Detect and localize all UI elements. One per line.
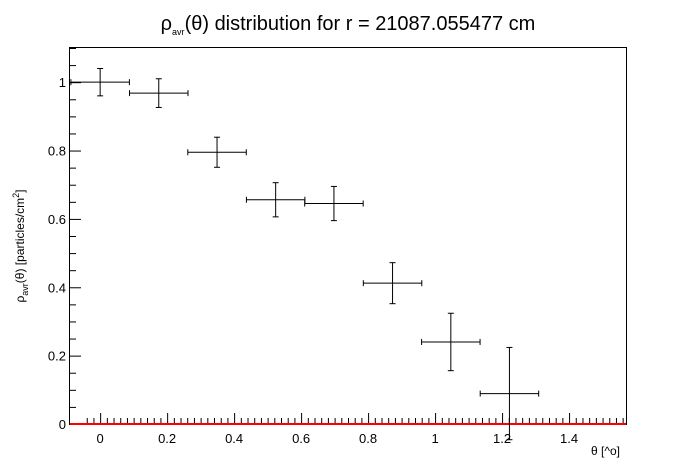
chart-title: ρavr(θ) distribution for r = 21087.05547… [161,13,536,37]
x-axis-label: θ [^o] [591,444,620,458]
x-tick-label: 0.6 [292,431,310,446]
ylabel-end: ] [13,189,27,192]
data-point [187,136,247,168]
title-subscript: avr [172,27,185,37]
title-rho: ρ [161,13,172,35]
data-point [245,182,306,218]
y-axis-label: ρavr(θ) [particles/cm2] [11,189,30,302]
data-point [304,185,364,222]
x-tick-label: 0.2 [158,431,176,446]
x-tick-label: 0.4 [225,431,243,446]
x-tick-label: 1.4 [560,431,578,446]
ylabel-subscript: avr [20,283,30,296]
y-tick-label: 0.2 [48,349,66,364]
y-axis: 0 0.2 0.4 0.6 0.8 1 [48,48,81,432]
plot-frame [69,47,627,425]
data-point [421,312,481,372]
title-rest: (θ) distribution for r = 21087.055477 cm [185,13,536,35]
data-point [479,346,540,441]
x-tick-label: 1 [431,431,438,446]
x-tick-label: 0 [97,431,104,446]
x-tick-label: 1.2 [493,431,511,446]
data-point [129,78,189,108]
data-point [362,262,423,305]
ylabel-rho: ρ [13,296,27,303]
ylabel-superscript: 2 [11,193,21,198]
x-axis: 0 0.2 0.4 0.6 0.8 1 1.2 1.4 [86,413,624,446]
y-tick-label: 0.8 [48,144,66,159]
y-tick-label: 0.6 [48,212,66,227]
y-tick-label: 0 [59,417,66,432]
data-points [70,68,540,441]
data-point [70,68,130,97]
y-tick-label: 1 [59,75,66,90]
y-tick-label: 0.4 [48,280,66,295]
ylabel-mid: (θ) [particles/cm [13,198,27,283]
x-tick-label: 0.8 [359,431,377,446]
